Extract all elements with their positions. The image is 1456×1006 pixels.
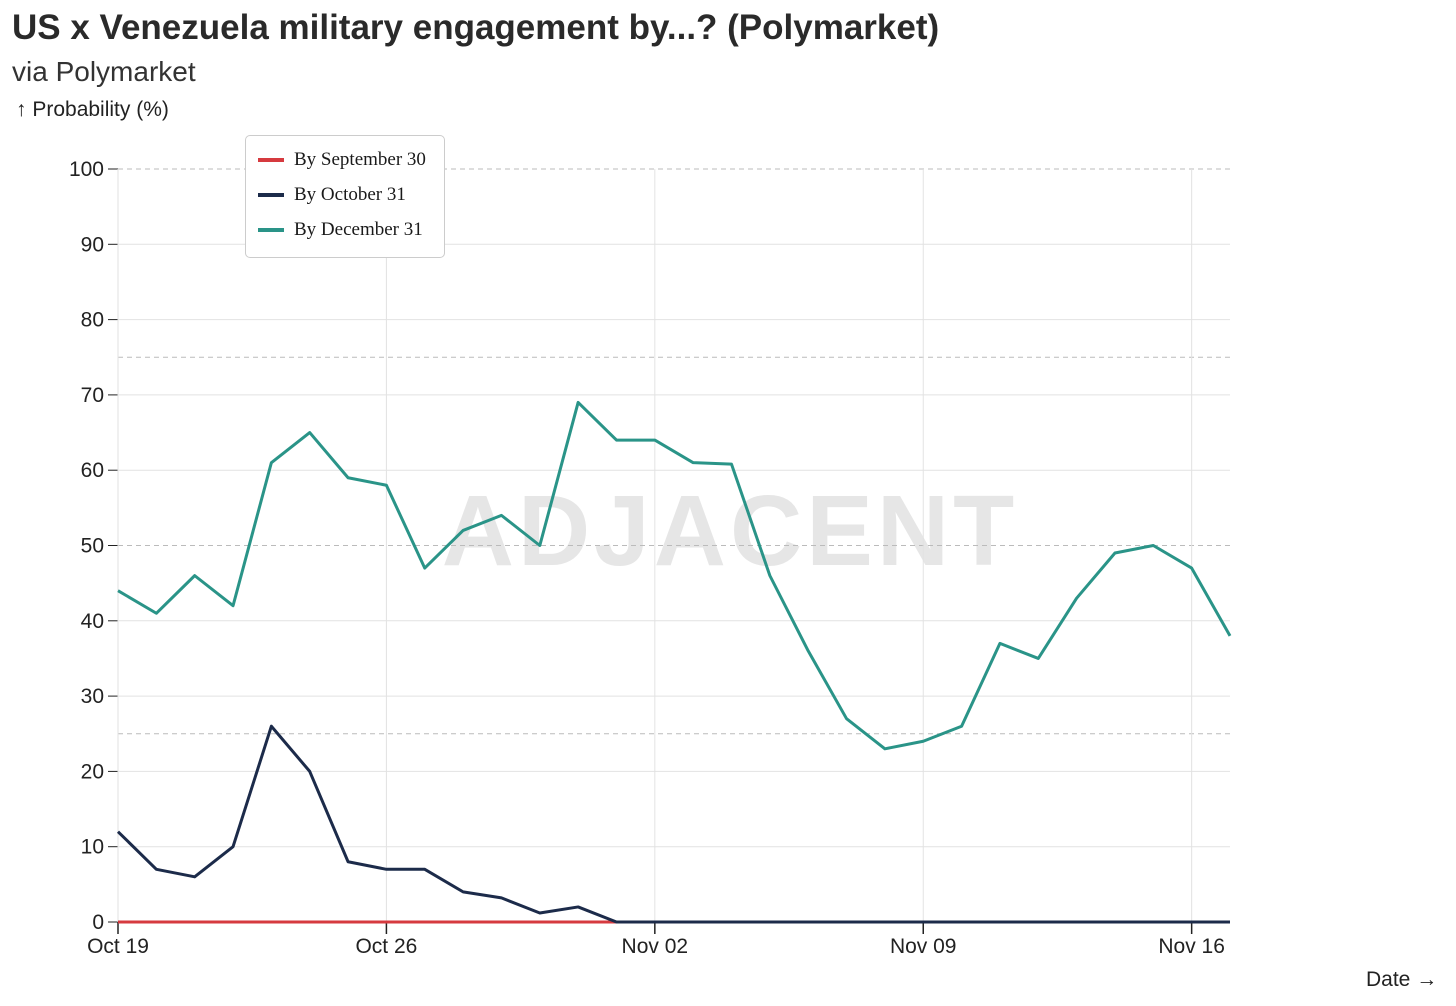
y-tick-label: 90 xyxy=(81,233,104,256)
legend-item: By September 30 xyxy=(258,149,426,171)
series-line-1 xyxy=(116,724,1230,924)
legend-swatch xyxy=(258,193,284,197)
legend-swatch xyxy=(258,228,284,232)
legend-label: By September 30 xyxy=(294,149,426,170)
legend-swatch xyxy=(258,158,284,162)
legend-item: By December 31 xyxy=(258,219,423,241)
x-axis-label: Date → xyxy=(1366,968,1438,991)
y-tick-label: 40 xyxy=(81,610,104,633)
chart-subtitle: via Polymarket xyxy=(12,56,196,87)
legend-label: By December 31 xyxy=(294,219,423,240)
y-tick-label: 10 xyxy=(81,836,104,859)
y-tick-label: 60 xyxy=(81,459,104,482)
legend-item: By October 31 xyxy=(258,184,406,206)
y-tick-label: 70 xyxy=(81,384,104,407)
x-tick-label: Oct 19 xyxy=(87,935,149,958)
y-tick-label: 100 xyxy=(69,158,104,181)
series-line-2 xyxy=(117,400,1232,751)
y-tick-label: 50 xyxy=(81,535,104,558)
y-axis-label: ↑ Probability (%) xyxy=(16,98,169,121)
x-tick-label: Nov 02 xyxy=(622,935,689,958)
x-tick-label: Nov 09 xyxy=(890,935,957,958)
x-tick-label: Nov 16 xyxy=(1158,935,1225,958)
y-tick-label: 80 xyxy=(81,309,104,332)
x-tick-label: Oct 26 xyxy=(355,935,417,958)
y-tick-label: 20 xyxy=(81,760,104,783)
legend: By September 30 By October 31 By Decembe… xyxy=(245,135,445,258)
y-tick-label: 30 xyxy=(81,685,104,708)
watermark: ADJACENT xyxy=(442,475,1018,587)
legend-label: By October 31 xyxy=(294,184,406,205)
y-tick-label: 0 xyxy=(92,911,104,934)
chart-title: US x Venezuela military engagement by...… xyxy=(12,8,940,47)
